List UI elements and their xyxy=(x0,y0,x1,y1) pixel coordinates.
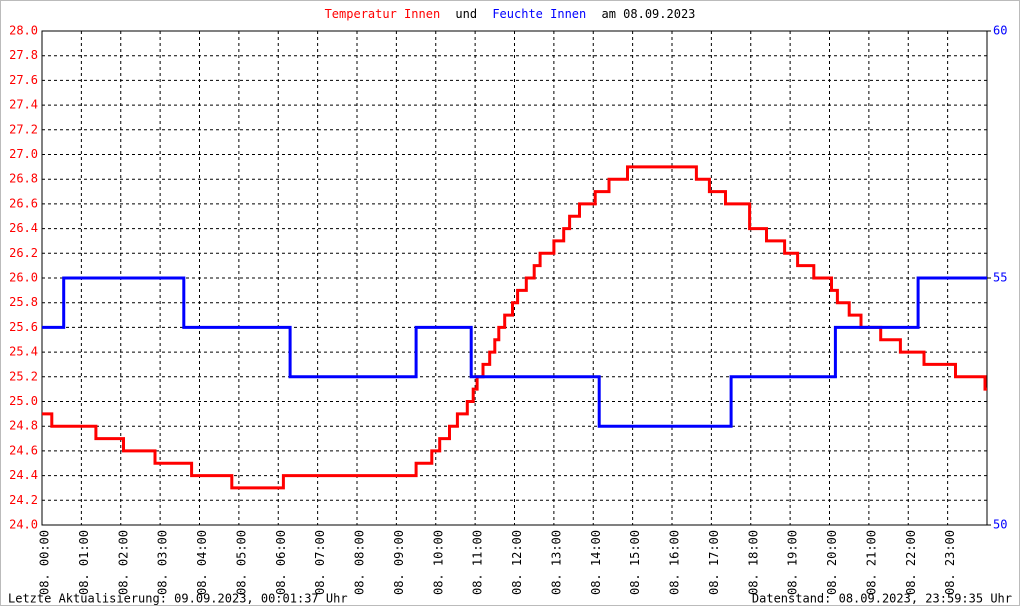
x-tick-label: 08. 09:00 xyxy=(392,530,406,595)
x-tick-label: 08. 19:00 xyxy=(786,530,800,595)
y-tick-label: 24.8 xyxy=(9,419,38,433)
y-tick-label: 26.6 xyxy=(9,196,38,210)
x-tick-label: 08. 05:00 xyxy=(234,530,248,595)
y-tick-label: 25.6 xyxy=(9,320,38,334)
x-tick-label: 08. 14:00 xyxy=(589,530,603,595)
chart-title: Temperatur Innen und Feuchte Innen am 08… xyxy=(325,7,696,21)
series-line xyxy=(42,165,987,490)
x-tick-label: 08. 08:00 xyxy=(353,530,367,595)
x-tick-label: 08. 22:00 xyxy=(904,530,918,595)
title-date: am 08.09.2023 xyxy=(601,7,695,21)
y-tick-label: 27.6 xyxy=(9,73,38,87)
x-tick-label: 08. 10:00 xyxy=(431,530,445,595)
y-tick-label: 26.2 xyxy=(9,246,38,260)
y-tick-label: 25.8 xyxy=(9,295,38,309)
y-tick-label: 24.0 xyxy=(9,518,38,532)
footer-right: Datenstand: 08.09.2023, 23:59:35 Uhr xyxy=(752,592,1012,606)
y-tick-label: 28.0 xyxy=(9,24,38,38)
title-temperature: Temperatur Innen xyxy=(325,7,441,21)
x-tick-label: 08. 01:00 xyxy=(77,530,91,595)
y-tick-label: 27.4 xyxy=(9,98,38,112)
x-tick-label: 08. 13:00 xyxy=(549,530,563,595)
x-tick-label: 08. 15:00 xyxy=(628,530,642,595)
y-tick-label: 24.6 xyxy=(9,443,38,457)
series-line xyxy=(42,276,987,428)
y-tick-label: 25.2 xyxy=(9,369,38,383)
x-tick-label: 08. 02:00 xyxy=(116,530,130,595)
y-tick-label: 25.0 xyxy=(9,394,38,408)
y2-tick-label: 60 xyxy=(993,24,1007,38)
x-tick-label: 08. 17:00 xyxy=(707,530,721,595)
x-tick-label: 08. 21:00 xyxy=(864,530,878,595)
x-tick-label: 08. 23:00 xyxy=(943,530,957,595)
title-joiner: und xyxy=(455,7,477,21)
y-tick-label: 24.2 xyxy=(9,493,38,507)
x-tick-label: 08. 20:00 xyxy=(825,530,839,595)
y-tick-label: 26.8 xyxy=(9,172,38,186)
x-tick-label: 08. 07:00 xyxy=(313,530,327,595)
y2-tick-label: 50 xyxy=(993,518,1007,532)
x-tick-label: 08. 04:00 xyxy=(195,530,209,595)
x-tick-label: 08. 18:00 xyxy=(746,530,760,595)
x-tick-label: 08. 12:00 xyxy=(510,530,524,595)
y-tick-label: 27.0 xyxy=(9,147,38,161)
x-tick-label: 08. 00:00 xyxy=(38,530,52,595)
y-tick-label: 24.4 xyxy=(9,468,38,482)
x-tick-label: 08. 06:00 xyxy=(274,530,288,595)
y-tick-label: 25.4 xyxy=(9,345,38,359)
y-tick-label: 27.8 xyxy=(9,48,38,62)
y-tick-label: 26.4 xyxy=(9,221,38,235)
x-tick-label: 08. 11:00 xyxy=(471,530,485,595)
footer-left: Letzte Aktualisierung: 09.09.2023, 00:01… xyxy=(8,592,348,606)
y-tick-label: 27.2 xyxy=(9,122,38,136)
y2-tick-label: 55 xyxy=(993,271,1007,285)
x-tick-label: 08. 03:00 xyxy=(156,530,170,595)
title-humidity: Feuchte Innen xyxy=(492,7,586,21)
x-tick-label: 08. 16:00 xyxy=(668,530,682,595)
y-tick-label: 26.0 xyxy=(9,271,38,285)
